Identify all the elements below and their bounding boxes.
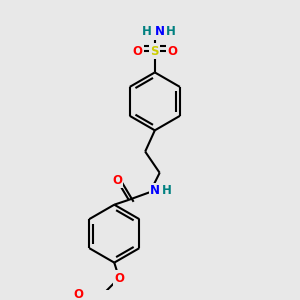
Text: S: S: [151, 45, 159, 58]
Text: H: H: [142, 26, 152, 38]
Text: O: O: [114, 272, 124, 285]
Text: O: O: [112, 174, 122, 187]
Text: O: O: [74, 288, 84, 300]
Text: N: N: [150, 184, 160, 197]
Text: O: O: [167, 45, 177, 58]
Text: N: N: [155, 26, 165, 38]
Text: H: H: [166, 26, 176, 38]
Text: H: H: [161, 184, 171, 197]
Text: O: O: [132, 45, 142, 58]
